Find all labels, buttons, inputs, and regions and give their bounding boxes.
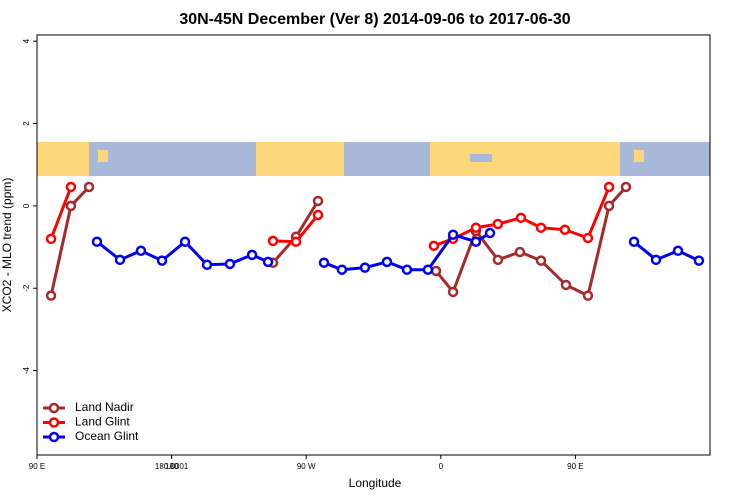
point	[45, 290, 57, 301]
legend-marker	[48, 402, 60, 414]
point	[628, 236, 640, 247]
land	[37, 142, 89, 176]
point	[430, 265, 442, 277]
point	[65, 181, 77, 193]
point	[262, 256, 274, 268]
point	[560, 279, 572, 291]
legend-marker	[48, 417, 60, 428]
x-tick-label: 180.0001	[155, 462, 189, 471]
point	[620, 181, 632, 193]
land	[98, 150, 108, 162]
point	[359, 262, 371, 273]
point	[135, 245, 147, 257]
point	[65, 200, 77, 212]
land	[256, 142, 344, 176]
point	[492, 254, 504, 266]
point	[45, 233, 57, 245]
x-tick-label: 180	[165, 462, 179, 471]
y-tick-label: 2	[22, 121, 31, 126]
point	[318, 257, 330, 268]
point	[559, 224, 571, 236]
land	[634, 150, 644, 162]
point	[246, 249, 258, 261]
point	[381, 256, 393, 268]
point	[312, 209, 324, 221]
point	[672, 245, 684, 257]
point	[312, 195, 324, 207]
y-tick-label: -4	[22, 366, 31, 374]
point	[422, 264, 434, 275]
point	[470, 222, 482, 233]
point	[484, 227, 496, 239]
sea	[470, 154, 492, 162]
y-axis-label: XCO2 - MLO trend (ppm)	[0, 178, 14, 313]
point	[447, 229, 459, 240]
point	[535, 222, 547, 233]
point	[650, 254, 662, 266]
point	[603, 181, 615, 193]
point	[514, 246, 526, 258]
point	[535, 255, 547, 266]
point	[428, 240, 440, 252]
map-band	[37, 142, 710, 176]
point	[336, 264, 348, 275]
point	[470, 236, 482, 247]
legend-label: Land Nadir	[75, 400, 134, 414]
point	[401, 264, 413, 275]
point	[91, 236, 103, 247]
plot-frame	[36, 34, 711, 456]
point	[582, 232, 594, 244]
land	[430, 142, 620, 176]
point	[267, 235, 279, 247]
chart-title: 30N-45N December (Ver 8) 2014-09-06 to 2…	[179, 11, 570, 28]
point	[156, 255, 168, 266]
legend-label: Ocean Glint	[75, 429, 139, 443]
y-tick-label: -2	[22, 284, 31, 292]
point	[582, 290, 594, 301]
x-axis-label: Longitude	[349, 476, 402, 490]
legend-marker	[48, 431, 60, 443]
point	[201, 259, 213, 271]
point	[290, 236, 302, 247]
point	[492, 218, 504, 230]
y-tick-label: 4	[22, 38, 31, 43]
point	[515, 212, 527, 224]
point	[693, 255, 705, 266]
series-line	[49, 185, 628, 298]
point	[179, 236, 191, 247]
x-tick-label: 0	[439, 462, 444, 471]
point	[447, 286, 459, 298]
x-tick-label: 90 W	[297, 462, 316, 471]
x-tick-label: 90 E	[29, 462, 45, 471]
point	[114, 254, 126, 266]
y-tick-label: 0	[22, 203, 31, 208]
point	[603, 200, 615, 212]
point	[224, 258, 236, 270]
point	[83, 181, 95, 193]
x-tick-label: 90 E	[567, 462, 583, 471]
legend-label: Land Glint	[75, 415, 130, 429]
